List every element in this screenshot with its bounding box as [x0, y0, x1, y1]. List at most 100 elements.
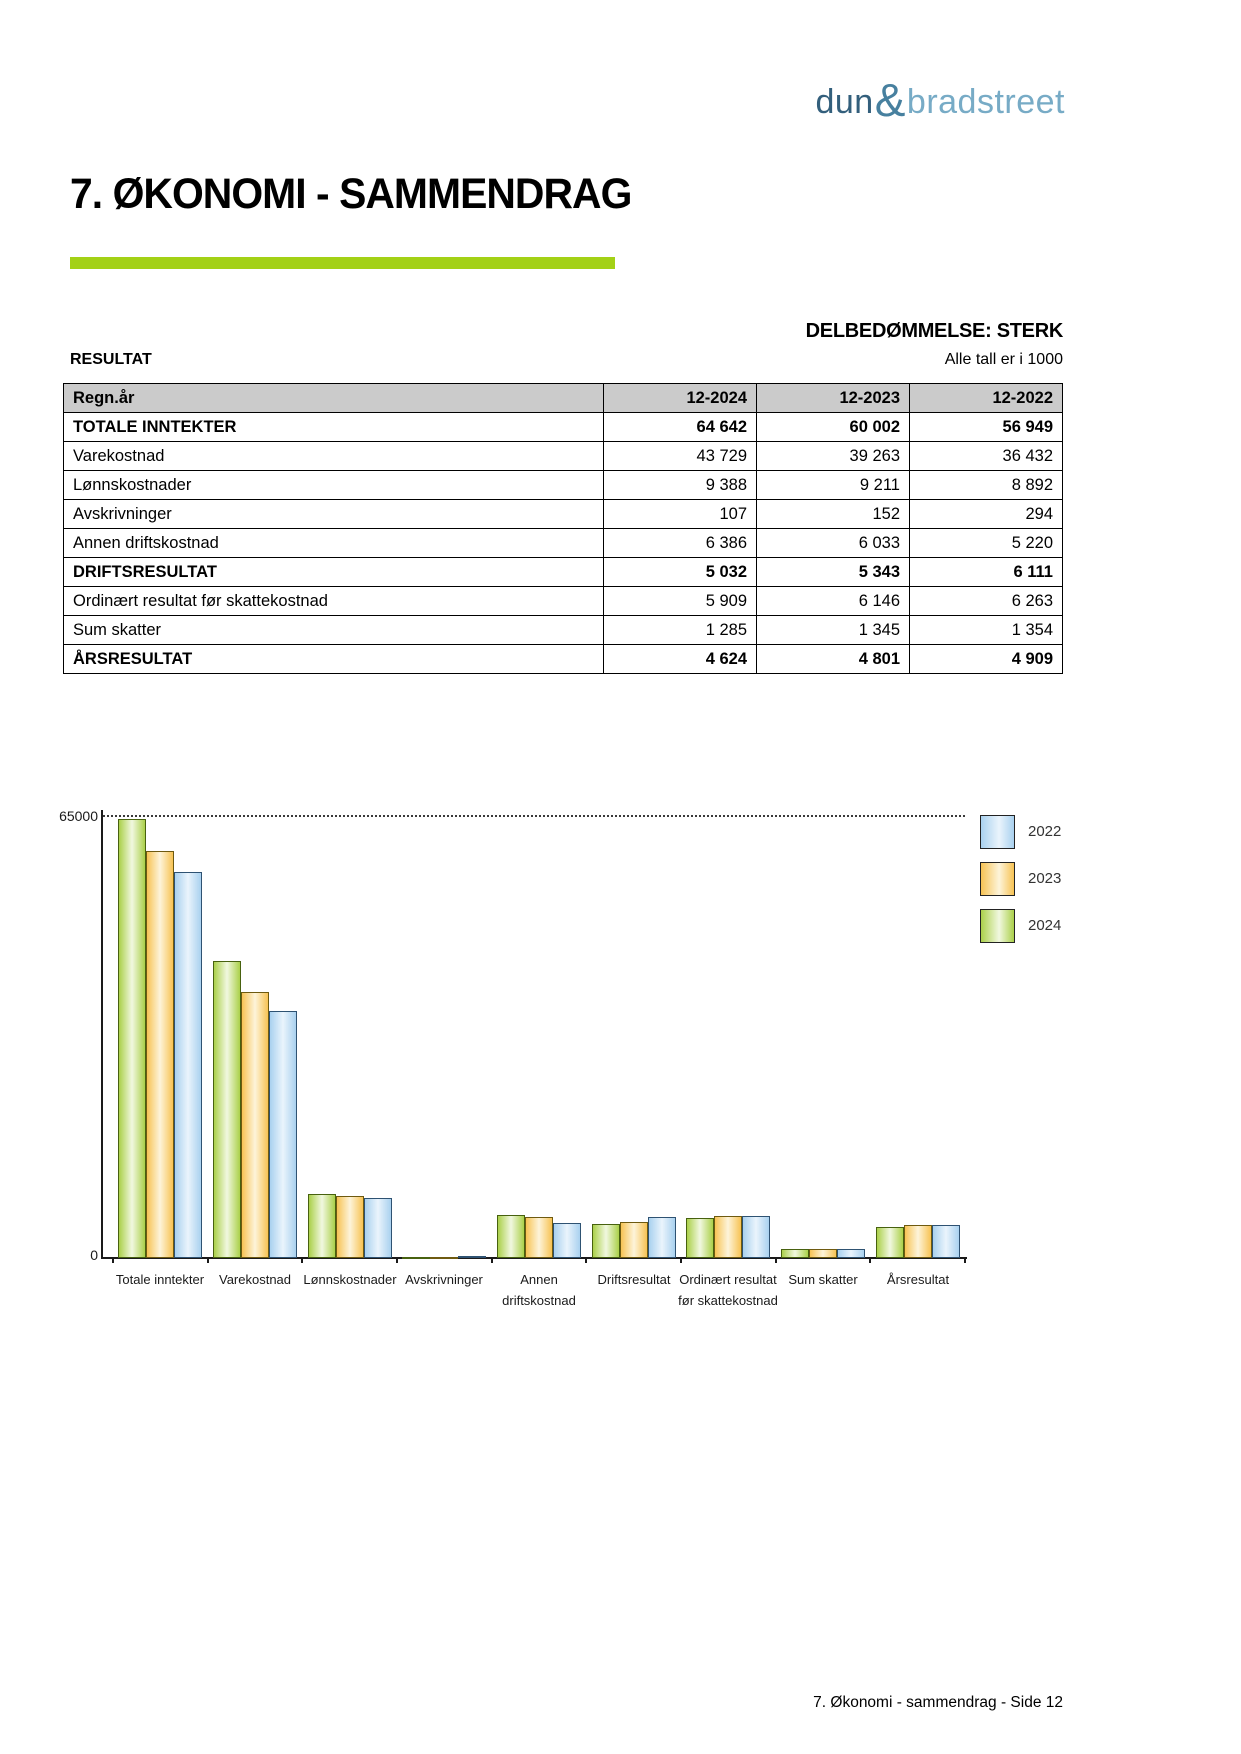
axis-tick — [774, 1258, 777, 1263]
table-row: Varekostnad 43 729 39 263 36 432 — [63, 441, 1063, 471]
row-label: Varekostnad — [63, 441, 604, 471]
bar-2023 — [430, 1257, 458, 1259]
table-row: Sum skatter 1 285 1 345 1 354 — [63, 615, 1063, 645]
legend-swatch-2024 — [980, 909, 1015, 943]
dun-bradstreet-logo: dun&bradstreet — [815, 70, 1065, 126]
axis-tick — [301, 1258, 304, 1263]
bar-2023 — [714, 1216, 742, 1258]
y-axis-max-label: 65000 — [59, 808, 98, 824]
row-value: 36 432 — [909, 441, 1063, 471]
legend-label-2024: 2024 — [1028, 917, 1062, 934]
bar-2024 — [876, 1227, 904, 1258]
bar-2022 — [553, 1223, 581, 1258]
y-axis-zero-label: 0 — [90, 1247, 98, 1263]
row-value: 6 033 — [756, 528, 910, 558]
category-label: Årsresultat — [886, 1272, 950, 1287]
bar-2023 — [336, 1196, 364, 1258]
bar-2023 — [904, 1225, 932, 1258]
table-row: Lønnskostnader 9 388 9 211 8 892 — [63, 470, 1063, 500]
row-value: 8 892 — [909, 470, 1063, 500]
x-axis-line — [101, 1257, 967, 1259]
row-value: 64 642 — [603, 412, 757, 442]
bar-2024 — [402, 1257, 430, 1259]
bar-2022 — [174, 872, 202, 1258]
bar-2024 — [118, 819, 146, 1258]
row-value: 6 386 — [603, 528, 757, 558]
bar-2022 — [269, 1011, 297, 1258]
legend-label-2022: 2022 — [1028, 823, 1062, 840]
row-value: 5 343 — [756, 557, 910, 587]
bar-2024 — [213, 961, 241, 1258]
bar-2024 — [592, 1224, 620, 1258]
legend-swatch-2022 — [980, 815, 1015, 849]
row-value: 60 002 — [756, 412, 910, 442]
row-value: 152 — [756, 499, 910, 529]
header-regnaar: Regn.år — [63, 383, 604, 413]
axis-tick — [206, 1258, 209, 1263]
category-label: Varekostnad — [218, 1272, 292, 1287]
y-axis-line — [101, 810, 103, 1259]
bar-2023 — [241, 992, 269, 1258]
title-underline-rule — [70, 257, 615, 269]
table-row: Annen driftskostnad 6 386 6 033 5 220 — [63, 528, 1063, 558]
logo-text-dun: dun — [815, 83, 874, 121]
logo-text-bradstreet: bradstreet — [906, 83, 1065, 121]
bar-2022 — [648, 1217, 676, 1258]
header-12-2023: 12-2023 — [756, 383, 910, 413]
bar-2022 — [742, 1216, 770, 1258]
row-value: 4 624 — [603, 644, 757, 674]
bar-2022 — [458, 1256, 486, 1258]
row-label: Sum skatter — [63, 615, 604, 645]
row-label: Ordinært resultat før skattekostnad — [63, 586, 604, 616]
axis-tick — [396, 1258, 398, 1263]
row-label: DRIFTSRESULTAT — [63, 557, 604, 587]
row-value: 5 909 — [603, 586, 757, 616]
ampersand-logo-icon: & — [874, 74, 906, 126]
row-value: 39 263 — [756, 441, 910, 471]
axis-tick — [680, 1258, 682, 1263]
table-row: Avskrivninger 107 152 294 — [63, 499, 1063, 529]
row-value: 1 354 — [909, 615, 1063, 645]
units-note: Alle tall er i 1000 — [944, 351, 1063, 368]
header-12-2024: 12-2024 — [603, 383, 757, 413]
category-label: Annen driftskostnad — [502, 1272, 576, 1308]
category-label: Ordinært resultat før skattekostnad — [678, 1272, 778, 1308]
results-table: Regn.år 12-2024 12-2023 12-2022 TOTALE I… — [63, 383, 1063, 674]
legend-swatch-2023 — [980, 862, 1015, 896]
axis-tick — [490, 1258, 493, 1263]
row-value: 9 211 — [756, 470, 910, 500]
sub-rating-heading: DELBEDØMMELSE: STERK — [805, 320, 1064, 342]
page-footer: 7. Økonomi - sammendrag - Side 12 — [813, 1694, 1063, 1711]
row-value: 43 729 — [603, 441, 757, 471]
category-label: Driftsresultat — [597, 1272, 671, 1287]
row-value: 4 801 — [756, 644, 910, 674]
table-row: TOTALE INNTEKTER 64 642 60 002 56 949 — [63, 412, 1063, 442]
bar-2024 — [308, 1194, 336, 1258]
bar-2022 — [932, 1225, 960, 1258]
axis-tick — [112, 1258, 114, 1263]
bar-2024 — [686, 1218, 714, 1258]
axis-tick — [964, 1258, 966, 1263]
row-value: 5 032 — [603, 557, 757, 587]
row-value: 1 345 — [756, 615, 910, 645]
axis-tick — [585, 1258, 588, 1263]
bar-2023 — [620, 1222, 648, 1258]
row-label: TOTALE INNTEKTER — [63, 412, 604, 442]
row-label: Avskrivninger — [63, 499, 604, 529]
legend-label-2023: 2023 — [1028, 870, 1062, 887]
row-value: 9 388 — [603, 470, 757, 500]
table-row: ÅRSRESULTAT 4 624 4 801 4 909 — [63, 644, 1063, 674]
row-value: 6 263 — [909, 586, 1063, 616]
row-value: 56 949 — [909, 412, 1063, 442]
row-label: ÅRSRESULTAT — [63, 644, 604, 674]
gridline-65000 — [103, 815, 965, 817]
bar-2023 — [525, 1217, 553, 1258]
table-header-row: Regn.år 12-2024 12-2023 12-2022 — [63, 383, 1063, 413]
category-label: Lønnskostnader — [303, 1272, 397, 1287]
bar-2024 — [781, 1249, 809, 1258]
results-table-body: TOTALE INNTEKTER 64 642 60 002 56 949 Vareko… — [63, 412, 1063, 674]
row-value: 6 146 — [756, 586, 910, 616]
section-label-resultat: RESULTAT — [70, 351, 152, 368]
bar-2024 — [497, 1215, 525, 1258]
